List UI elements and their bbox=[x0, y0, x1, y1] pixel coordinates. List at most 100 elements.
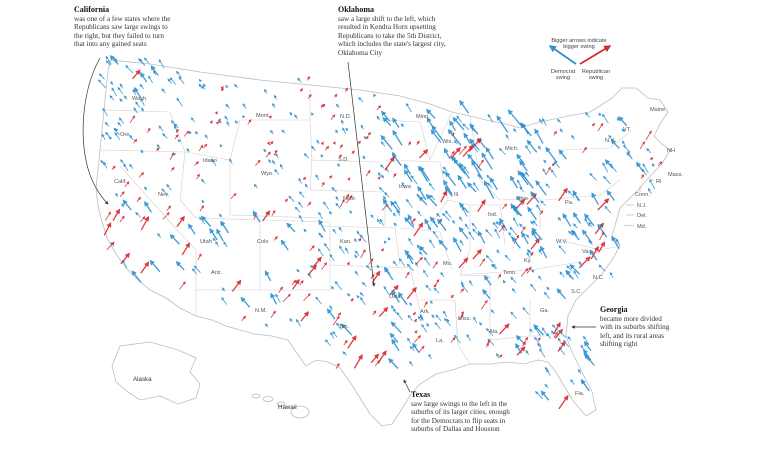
democrat-swing-arrow bbox=[373, 93, 377, 98]
republican-swing-arrow bbox=[432, 261, 438, 269]
democrat-swing-arrow bbox=[525, 145, 532, 154]
democrat-swing-arrow bbox=[354, 254, 358, 259]
democrat-swing-arrow bbox=[540, 390, 550, 401]
democrat-swing-arrow bbox=[298, 201, 304, 208]
democrat-swing-arrow bbox=[486, 174, 491, 180]
democrat-swing-arrow bbox=[376, 115, 381, 121]
democrat-swing-arrow bbox=[443, 147, 451, 159]
democrat-swing-arrow bbox=[139, 83, 145, 90]
annotation-oklahoma: Oklahoma saw a large shift to the left, … bbox=[338, 5, 488, 58]
democrat-swing-arrow bbox=[129, 134, 134, 141]
democrat-swing-arrow bbox=[295, 318, 302, 327]
democrat-swing-arrow bbox=[591, 192, 599, 206]
democrat-swing-arrow bbox=[129, 163, 134, 169]
republican-swing-arrow bbox=[119, 191, 125, 198]
democrat-swing-arrow bbox=[105, 131, 112, 140]
democrat-swing-arrow bbox=[330, 285, 335, 290]
democrat-swing-arrow bbox=[527, 206, 537, 220]
democrat-swing-arrow bbox=[162, 133, 168, 139]
democrat-swing-arrow bbox=[158, 125, 164, 132]
annotation-georgia-line: shifting right bbox=[600, 340, 638, 349]
democrat-swing-arrow bbox=[559, 128, 564, 133]
democrat-swing-arrow bbox=[421, 323, 428, 333]
republican-swing-arrow bbox=[450, 337, 456, 343]
democrat-swing-arrow bbox=[584, 353, 589, 361]
democrat-swing-arrow bbox=[417, 210, 422, 217]
republican-swing-arrow bbox=[498, 354, 503, 358]
democrat-swing-arrow bbox=[111, 87, 117, 97]
democrat-swing-arrow bbox=[531, 227, 543, 241]
republican-swing-arrow bbox=[477, 199, 486, 213]
democrat-swing-arrow bbox=[400, 123, 405, 128]
democrat-swing-arrow bbox=[119, 83, 124, 89]
democrat-swing-arrow bbox=[588, 239, 593, 246]
democrat-swing-arrow bbox=[315, 174, 320, 181]
democrat-swing-arrow bbox=[335, 129, 339, 134]
democrat-swing-arrow bbox=[419, 245, 428, 256]
democrat-swing-arrow bbox=[392, 117, 400, 128]
democrat-swing-arrow bbox=[471, 143, 479, 153]
democrat-swing-arrow bbox=[453, 158, 464, 172]
state-label-nc: N.C. bbox=[593, 275, 605, 281]
democrat-swing-arrow bbox=[511, 287, 516, 293]
democrat-swing-arrow bbox=[520, 122, 532, 137]
democrat-swing-arrow bbox=[513, 217, 519, 227]
republican-swing-arrow bbox=[414, 335, 422, 343]
democrat-swing-arrow bbox=[538, 145, 542, 150]
democrat-swing-arrow bbox=[526, 252, 531, 259]
democrat-swing-arrow bbox=[332, 228, 337, 234]
democrat-swing-arrow bbox=[567, 336, 572, 341]
democrat-swing-arrow bbox=[377, 172, 382, 178]
democrat-swing-arrow bbox=[242, 114, 246, 119]
democrat-swing-arrow bbox=[391, 304, 396, 312]
democrat-swing-arrow bbox=[117, 122, 122, 127]
democrat-swing-arrow bbox=[324, 242, 331, 252]
democrat-swing-arrow bbox=[354, 250, 360, 256]
democrat-swing-arrow bbox=[264, 270, 272, 282]
republican-swing-arrow bbox=[320, 141, 324, 146]
state-label-sd: S.D. bbox=[338, 157, 349, 163]
democrat-swing-arrow bbox=[384, 267, 391, 274]
democrat-swing-arrow bbox=[148, 75, 153, 84]
republican-swing-arrow bbox=[419, 149, 429, 159]
democrat-swing-arrow bbox=[623, 144, 631, 153]
democrat-swing-arrow bbox=[354, 270, 359, 277]
annotation-california: California was one of a few states where… bbox=[74, 5, 224, 49]
democrat-swing-arrow bbox=[390, 200, 401, 214]
democrat-swing-arrow bbox=[444, 210, 452, 219]
democrat-swing-arrow bbox=[113, 57, 118, 63]
democrat-swing-arrow bbox=[328, 210, 333, 215]
democrat-swing-arrow bbox=[489, 177, 498, 191]
democrat-swing-arrow bbox=[530, 283, 537, 292]
republican-swing-arrow bbox=[328, 175, 333, 179]
state-label-conn: Conn. bbox=[635, 192, 650, 198]
democrat-swing-arrow bbox=[487, 338, 495, 346]
democrat-swing-arrow bbox=[569, 264, 581, 275]
democrat-swing-arrow bbox=[538, 249, 543, 255]
republican-swing-arrow bbox=[558, 187, 568, 202]
democrat-swing-arrow bbox=[464, 223, 470, 230]
democrat-swing-arrow bbox=[461, 284, 469, 293]
democrat-swing-arrow bbox=[583, 340, 592, 352]
republican-swing-arrow bbox=[132, 69, 141, 80]
democrat-swing-arrow bbox=[342, 351, 347, 356]
republican-swing-arrow bbox=[321, 103, 326, 108]
republican-swing-arrow bbox=[418, 345, 425, 353]
democrat-swing-arrow bbox=[338, 226, 343, 232]
democrat-swing-arrow bbox=[175, 261, 185, 271]
democrat-swing-arrow bbox=[459, 162, 470, 180]
democrat-swing-arrow bbox=[166, 183, 172, 191]
democrat-swing-arrow bbox=[517, 170, 529, 186]
republican-swing-arrow bbox=[597, 122, 604, 132]
democrat-swing-arrow bbox=[390, 321, 402, 334]
democrat-swing-arrow bbox=[545, 146, 558, 163]
democrat-swing-arrow bbox=[378, 186, 385, 193]
republican-swing-arrow bbox=[498, 323, 510, 335]
democrat-swing-arrow bbox=[270, 292, 278, 305]
democrat-swing-arrow bbox=[543, 291, 550, 299]
democrat-swing-arrow bbox=[538, 275, 542, 281]
republican-swing-arrow bbox=[435, 278, 440, 286]
democrat-swing-arrow bbox=[484, 274, 492, 286]
democrat-swing-arrow bbox=[358, 97, 364, 103]
republican-swing-arrow bbox=[335, 362, 340, 370]
